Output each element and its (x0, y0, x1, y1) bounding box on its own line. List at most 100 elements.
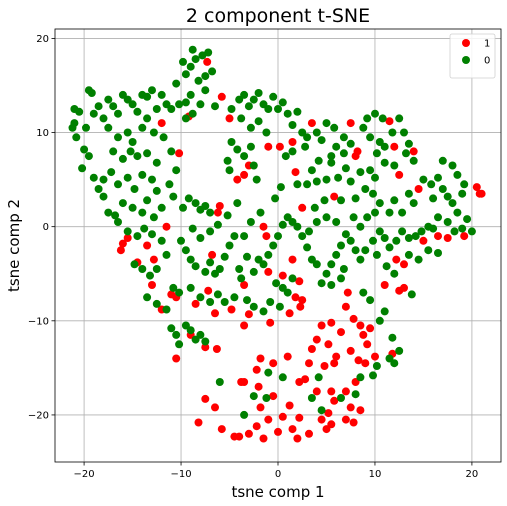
data-point (381, 281, 389, 289)
data-point (203, 58, 211, 66)
data-point (163, 223, 171, 231)
data-point (195, 419, 203, 427)
data-point (175, 289, 183, 297)
data-point (243, 296, 251, 304)
data-point (323, 213, 331, 221)
data-point (250, 268, 258, 276)
data-point (75, 108, 83, 116)
data-point (206, 258, 214, 266)
data-point (308, 256, 316, 264)
data-point (201, 72, 209, 80)
data-point (195, 77, 203, 85)
data-point (361, 185, 369, 193)
data-point (104, 124, 112, 132)
legend-label: 0 (484, 56, 490, 67)
data-point (163, 251, 171, 259)
data-point (405, 234, 413, 242)
data-point (347, 140, 355, 148)
data-point (371, 110, 379, 118)
data-point (153, 159, 161, 167)
data-point (277, 183, 285, 191)
data-point (301, 143, 309, 151)
data-point (264, 251, 272, 259)
data-point (359, 124, 367, 132)
data-point (308, 394, 316, 402)
data-point (373, 149, 381, 157)
x-tick-label: 20 (466, 469, 479, 480)
data-point (269, 93, 277, 101)
y-axis-label: tsne comp 2 (5, 199, 23, 292)
data-point (255, 256, 263, 264)
data-point (240, 232, 248, 240)
data-point (337, 328, 345, 336)
data-point (313, 336, 321, 344)
data-point (305, 227, 313, 235)
data-point (305, 359, 313, 367)
data-point (272, 279, 280, 287)
data-point (327, 319, 335, 327)
data-point (279, 272, 287, 280)
x-tick-label: 0 (275, 469, 281, 480)
data-point (206, 298, 214, 306)
data-point (262, 394, 270, 402)
data-point (424, 223, 432, 231)
data-point (230, 293, 238, 301)
data-point (369, 190, 377, 198)
data-point (185, 194, 193, 202)
data-point (398, 227, 406, 235)
data-point (274, 105, 282, 113)
data-point (124, 129, 132, 137)
data-point (376, 317, 384, 325)
data-point (284, 110, 292, 118)
data-point (196, 293, 204, 301)
data-point (318, 416, 326, 424)
data-point (468, 227, 476, 235)
data-point (148, 86, 156, 94)
data-point (72, 133, 80, 141)
data-point (279, 98, 287, 106)
data-point (453, 209, 461, 217)
data-point (172, 355, 180, 363)
data-point (363, 114, 371, 122)
data-point (226, 242, 234, 250)
data-point (262, 232, 270, 240)
data-point (308, 345, 316, 353)
data-point (276, 303, 284, 311)
data-point (352, 152, 360, 160)
data-point (356, 256, 364, 264)
data-point (216, 378, 224, 386)
data-point (143, 149, 151, 157)
data-point (371, 353, 379, 361)
data-point (390, 143, 398, 151)
data-point (337, 394, 345, 402)
data-point (127, 147, 135, 155)
data-point (221, 298, 229, 306)
data-point (298, 129, 306, 137)
data-point (359, 331, 367, 339)
data-point (342, 164, 350, 172)
data-point (323, 176, 331, 184)
data-point (107, 168, 115, 176)
data-point (266, 319, 274, 327)
data-point (179, 204, 187, 212)
data-point (78, 164, 86, 172)
data-point (282, 152, 290, 160)
data-point (131, 260, 139, 268)
data-point (323, 270, 331, 278)
data-point (175, 149, 183, 157)
data-point (201, 268, 209, 276)
data-point (293, 108, 301, 116)
data-point (330, 359, 338, 367)
data-point (262, 129, 270, 137)
data-point (214, 221, 222, 229)
data-point (342, 230, 350, 238)
data-point (230, 232, 238, 240)
data-point (284, 213, 292, 221)
data-point (289, 256, 297, 264)
data-point (260, 307, 268, 315)
data-point (366, 133, 374, 141)
data-point (444, 218, 452, 226)
data-point (449, 162, 457, 170)
data-point (344, 289, 352, 297)
data-point (247, 143, 255, 151)
